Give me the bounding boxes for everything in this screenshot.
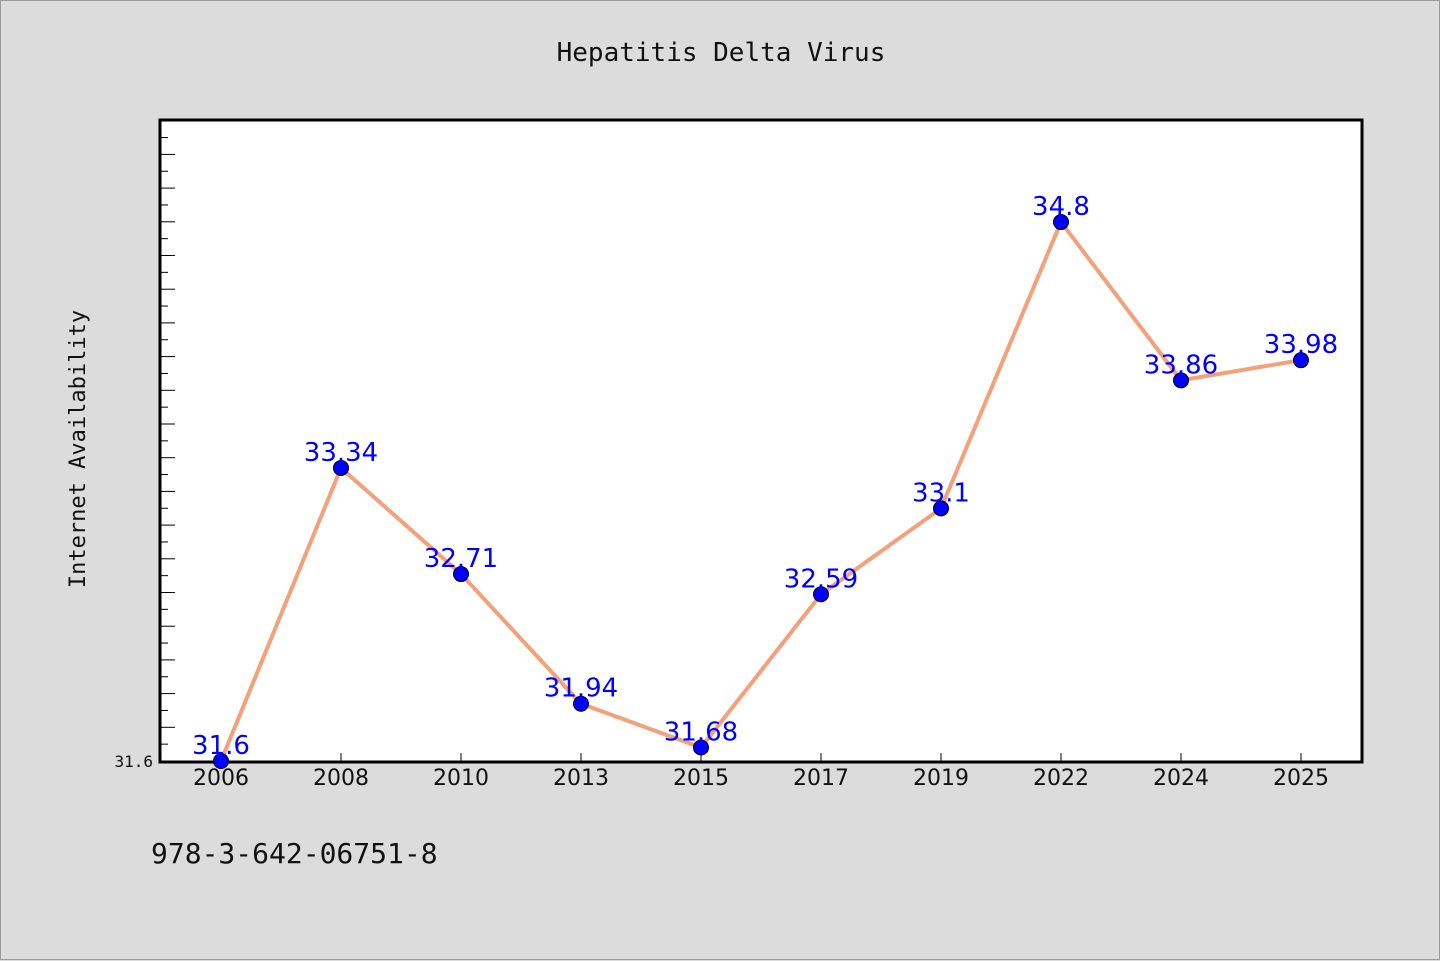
data-label: 33.86 [1144,350,1218,380]
data-point [1173,372,1189,389]
footnote-isbn: 978-3-642-06751-8 [151,837,438,870]
data-point [573,695,589,712]
data-label: 31.94 [544,674,618,704]
data-label: 33.34 [304,438,378,468]
x-axis-ticks: 2006 2008 2010 2013 2015 2017 2019 2022 2024 2025 [193,753,1329,791]
plot-area [158,118,1364,764]
data-point [1053,214,1069,231]
data-label: 32.59 [784,564,858,594]
y-axis-label: Internet Availability [66,310,91,588]
y-tick-label: 31.6 [114,752,153,771]
data-point [333,459,349,476]
chart-title: Hepatitis Delta Virus [557,38,886,68]
data-label: 34.8 [1032,192,1090,222]
data-point [1293,352,1309,369]
data-point [813,586,829,603]
x-tick-label: 2025 [1273,766,1329,791]
x-tick-label: 2008 [313,766,369,791]
data-label: 33.98 [1264,330,1338,360]
data-label: 33.1 [912,478,970,508]
data-markers [213,214,1309,769]
x-tick-label: 2022 [1033,766,1089,791]
series-line-group [219,220,1302,762]
series-line [219,220,1302,762]
y-axis-ticks: 31.6 [114,752,153,771]
data-label: 31.68 [664,718,738,748]
data-point [213,753,229,769]
data-label: 31.6 [192,731,250,761]
x-tick-label: 2019 [913,766,969,791]
x-tick-label: 2006 [193,766,249,791]
x-tick-label: 2017 [793,766,849,791]
y-minor-ticks [161,137,175,762]
data-point [933,500,949,517]
data-label: 32.71 [424,544,498,574]
x-tick-label: 2010 [433,766,489,791]
data-labels: 31.6 33.34 32.71 31.94 31.68 32.59 33.1 34.8 33.… [192,192,1338,761]
data-point [453,566,469,583]
x-tick-label: 2013 [553,766,609,791]
data-point [693,739,709,756]
x-tick-label: 2024 [1153,766,1209,791]
x-tick-label: 2015 [673,766,729,791]
